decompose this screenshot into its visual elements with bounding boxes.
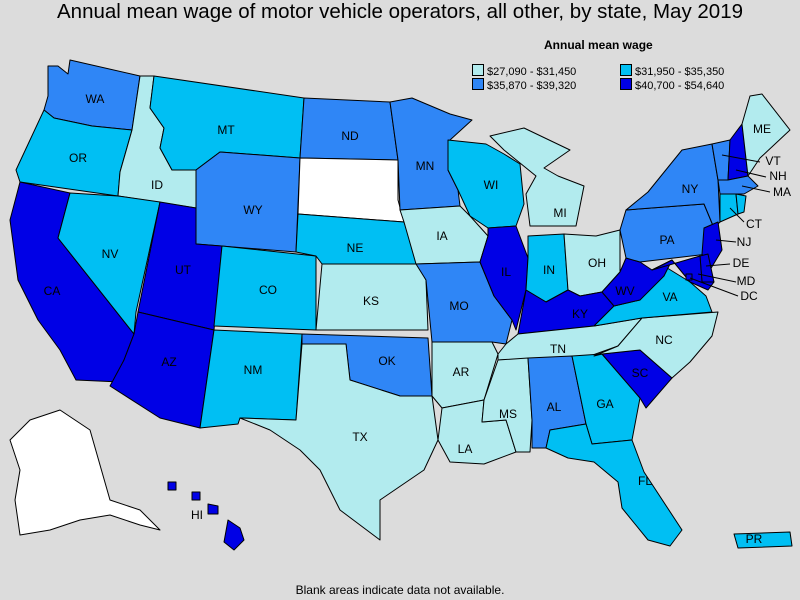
state-hi-maui[interactable] xyxy=(207,503,219,515)
state-label-fl: FL xyxy=(638,474,652,488)
state-label-ms: MS xyxy=(499,407,517,421)
state-label-hi: HI xyxy=(191,508,203,522)
leader-line-vt xyxy=(721,154,761,163)
state-nm[interactable] xyxy=(199,329,303,429)
state-label-nd: ND xyxy=(341,129,359,143)
leader-line-de xyxy=(705,263,731,267)
state-label-ny: NY xyxy=(682,182,699,196)
map-title: Annual mean wage of motor vehicle operat… xyxy=(57,0,743,23)
leader-line-ct xyxy=(729,207,745,223)
state-label-il: IL xyxy=(501,265,511,279)
legend-item-1: $27,090 - $31,450 xyxy=(472,64,576,78)
state-label-md: MD xyxy=(737,274,756,288)
state-label-mi: MI xyxy=(553,206,566,220)
legend-item-4: $40,700 - $54,640 xyxy=(620,78,724,92)
state-label-mo: MO xyxy=(449,299,468,313)
state-ct[interactable] xyxy=(719,193,739,223)
state-label-me: ME xyxy=(753,122,771,136)
leader-line-md xyxy=(697,273,737,283)
legend-swatch xyxy=(620,64,632,76)
state-label-tx: TX xyxy=(352,430,367,444)
legend-item-2: $31,950 - $35,350 xyxy=(620,64,724,78)
state-ak[interactable] xyxy=(9,409,161,536)
state-label-az: AZ xyxy=(161,355,176,369)
legend-swatch xyxy=(620,78,632,90)
state-label-tn: TN xyxy=(550,342,566,356)
footer-note: Blank areas indicate data not available. xyxy=(295,583,505,597)
state-label-ca: CA xyxy=(44,284,61,298)
state-label-vt: VT xyxy=(765,154,781,168)
state-label-in: IN xyxy=(543,263,555,277)
state-label-va: VA xyxy=(662,290,677,304)
state-label-oh: OH xyxy=(588,256,606,270)
state-nv[interactable] xyxy=(57,192,161,335)
legend-label: $40,700 - $54,640 xyxy=(635,80,725,92)
state-label-ma: MA xyxy=(773,185,791,199)
state-label-mt: MT xyxy=(217,123,235,137)
state-ks[interactable] xyxy=(315,263,429,331)
state-hi-group xyxy=(167,481,245,551)
state-label-mn: MN xyxy=(416,159,435,173)
state-label-ut: UT xyxy=(175,263,192,277)
state-label-co: CO xyxy=(259,283,277,297)
state-label-ar: AR xyxy=(453,365,470,379)
legend-swatch xyxy=(472,78,484,90)
legend-item-3: $35,870 - $39,320 xyxy=(472,78,576,92)
state-label-wy: WY xyxy=(243,203,262,217)
state-dc[interactable] xyxy=(685,273,693,281)
legend-swatch xyxy=(472,64,484,76)
state-label-nv: NV xyxy=(102,247,119,261)
leader-line-nj xyxy=(715,239,737,243)
state-pr[interactable] xyxy=(733,531,793,549)
state-label-ga: GA xyxy=(596,397,613,411)
callout-lines xyxy=(689,154,771,297)
state-ri[interactable] xyxy=(735,193,747,215)
state-label-ia: IA xyxy=(436,229,447,243)
state-label-or: OR xyxy=(69,151,87,165)
state-label-ky: KY xyxy=(572,307,588,321)
state-tx[interactable] xyxy=(239,343,439,541)
state-label-de: DE xyxy=(733,256,750,270)
state-label-nm: NM xyxy=(244,363,263,377)
state-label-pa: PA xyxy=(659,233,674,247)
state-label-wi: WI xyxy=(484,178,499,192)
state-mi[interactable] xyxy=(489,127,585,227)
state-label-nj: NJ xyxy=(737,235,752,249)
state-label-wa: WA xyxy=(86,92,105,106)
leader-line-ma xyxy=(741,185,771,193)
legend-label: $27,090 - $31,450 xyxy=(487,66,577,78)
leader-line-nh xyxy=(735,169,767,178)
state-label-ks: KS xyxy=(363,294,379,308)
state-hi-kauai[interactable] xyxy=(167,481,177,491)
state-nc[interactable] xyxy=(593,311,719,379)
state-label-sc: SC xyxy=(632,366,649,380)
legend-label: $31,950 - $35,350 xyxy=(635,66,725,78)
state-label-la: LA xyxy=(458,442,473,456)
state-fl[interactable] xyxy=(545,423,683,547)
state-label-pr: PR xyxy=(746,532,763,546)
state-labels: WA OR CA ID NV MT WY UT AZ CO NM ND NE K… xyxy=(44,92,791,546)
state-shapes xyxy=(9,59,793,551)
leader-line-dc xyxy=(689,277,739,297)
state-label-ct: CT xyxy=(746,217,763,231)
state-label-wv: WV xyxy=(615,284,634,298)
state-label-dc: DC xyxy=(740,289,758,303)
legend-label: $35,870 - $39,320 xyxy=(487,80,577,92)
state-label-al: AL xyxy=(547,400,562,414)
state-sd[interactable] xyxy=(297,157,405,223)
state-label-ne: NE xyxy=(347,241,364,255)
state-wy[interactable] xyxy=(195,151,301,253)
state-label-id: ID xyxy=(151,178,163,192)
state-label-nc: NC xyxy=(655,333,673,347)
legend-title: Annual mean wage xyxy=(544,38,653,52)
state-hi-big-island[interactable] xyxy=(223,519,245,551)
state-hi-oahu[interactable] xyxy=(191,491,201,501)
state-label-ok: OK xyxy=(378,354,395,368)
state-label-nh: NH xyxy=(769,169,786,183)
state-il[interactable] xyxy=(479,225,529,331)
